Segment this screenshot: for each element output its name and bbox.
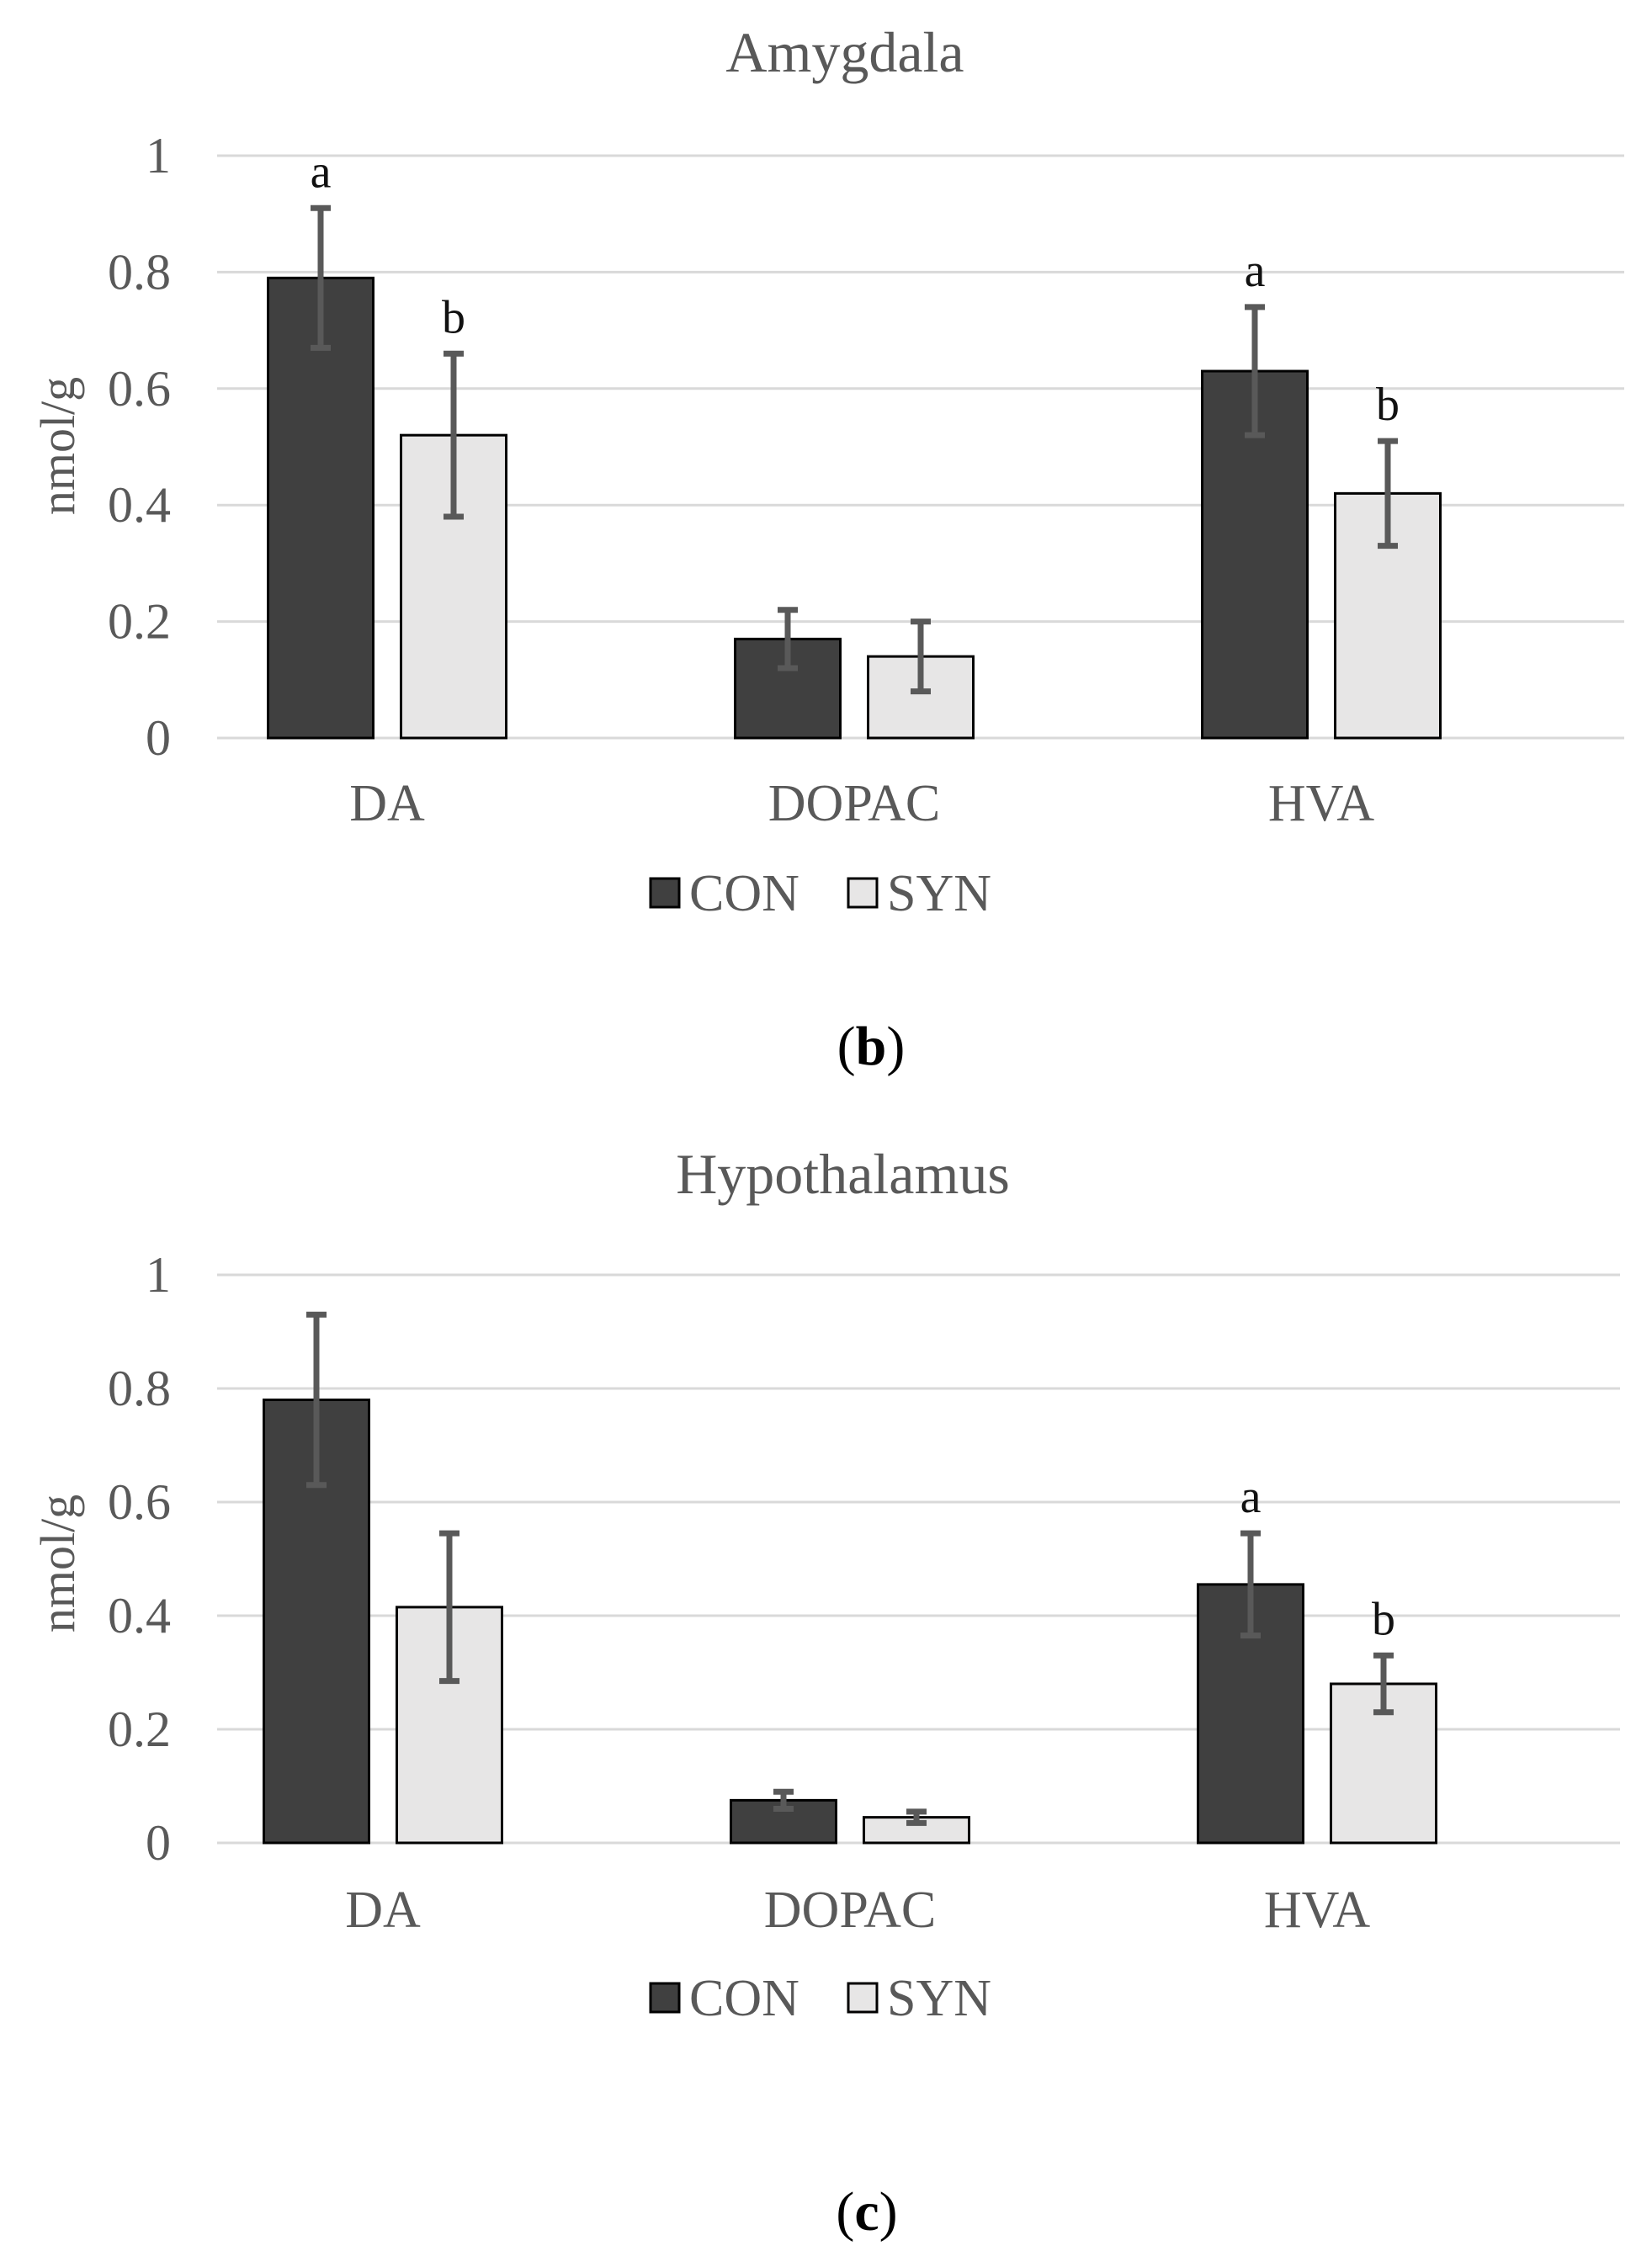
legend: CON SYN bbox=[649, 865, 991, 922]
error-bar-syn-dopac bbox=[911, 618, 931, 695]
legend-label-con: CON bbox=[689, 865, 799, 922]
panel-label: (c) bbox=[836, 2181, 897, 2243]
legend-swatch-con bbox=[649, 877, 681, 909]
panel-label-close: ) bbox=[886, 1016, 905, 1077]
panel-label-open: ( bbox=[836, 2181, 854, 2243]
y-tick-label: 0.2 bbox=[108, 1702, 171, 1757]
panel-label-letter: b bbox=[856, 1016, 887, 1077]
x-tick-label: DOPAC bbox=[764, 1882, 936, 1939]
panel-label-open: ( bbox=[837, 1016, 856, 1077]
x-tick-label: HVA bbox=[1268, 775, 1375, 832]
x-tick-label: DA bbox=[349, 775, 425, 832]
chart-hypothalamus: Hypothalamus 0 0.2 0.4 0.6 0.8 1 nmol/g DA DOPAC a… bbox=[30, 1142, 1620, 2027]
y-tick-label: 0.4 bbox=[108, 477, 171, 533]
legend-label-syn: SYN bbox=[887, 865, 991, 922]
chart-title: Hypothalamus bbox=[676, 1142, 1010, 1206]
y-tick-label: 0 bbox=[146, 1815, 171, 1871]
error-bar-con-dopac bbox=[773, 1788, 794, 1812]
significance-letter: a bbox=[1240, 1471, 1262, 1523]
chart-title: Amygdala bbox=[725, 20, 964, 84]
x-tick-label: DOPAC bbox=[768, 775, 940, 832]
error-bar-syn-hva bbox=[1373, 1652, 1394, 1716]
legend-label-con: CON bbox=[689, 1970, 799, 2027]
y-tick-label: 0.8 bbox=[108, 244, 171, 300]
error-bar-syn-hva bbox=[1378, 438, 1398, 549]
y-tick-label: 0.6 bbox=[108, 1474, 171, 1530]
y-tick-label: 0.2 bbox=[108, 594, 171, 650]
y-tick-label: 0.8 bbox=[108, 1361, 171, 1416]
y-axis-title: nmol/g bbox=[30, 377, 85, 515]
error-bar-con-da bbox=[311, 204, 331, 351]
x-tick-label: HVA bbox=[1264, 1882, 1371, 1939]
y-tick-label: 0 bbox=[146, 710, 171, 766]
error-bar-con-hva bbox=[1240, 1530, 1261, 1639]
legend-swatch-syn bbox=[847, 877, 879, 909]
y-tick-label: 1 bbox=[146, 1247, 171, 1303]
panel-label: (b) bbox=[837, 1016, 906, 1077]
error-bar-syn-da bbox=[444, 350, 464, 520]
legend-swatch-syn bbox=[847, 1982, 879, 2014]
y-tick-label: 0.6 bbox=[108, 361, 171, 417]
x-tick-label: DA bbox=[345, 1882, 421, 1939]
significance-letter: b bbox=[1376, 379, 1400, 431]
panel-label-letter: c bbox=[854, 2181, 879, 2243]
error-bar-con-da bbox=[306, 1311, 327, 1489]
error-bar-con-hva bbox=[1245, 304, 1265, 438]
error-bar-syn-dopac bbox=[906, 1808, 927, 1826]
legend: CON SYN bbox=[649, 1970, 991, 2027]
significance-letter: b bbox=[1372, 1593, 1395, 1645]
significance-letter: a bbox=[311, 146, 332, 198]
y-axis-title: nmol/g bbox=[30, 1494, 85, 1633]
legend-swatch-con bbox=[649, 1982, 681, 2014]
error-bar-con-dopac bbox=[778, 607, 798, 672]
bar-con-da bbox=[267, 276, 374, 740]
significance-letter: b bbox=[442, 291, 465, 343]
legend-label-syn: SYN bbox=[887, 1970, 991, 2027]
y-tick-label: 1 bbox=[146, 128, 171, 183]
panel-label-close: ) bbox=[879, 2181, 898, 2243]
significance-letter: a bbox=[1245, 245, 1266, 297]
chart-amygdala: Amygdala 0 0.2 0.4 0.6 0.8 1 nmol/g a b DA DOPAC a b H… bbox=[30, 20, 1624, 922]
y-tick-label: 0.4 bbox=[108, 1588, 171, 1643]
error-bar-syn-da bbox=[439, 1530, 459, 1685]
